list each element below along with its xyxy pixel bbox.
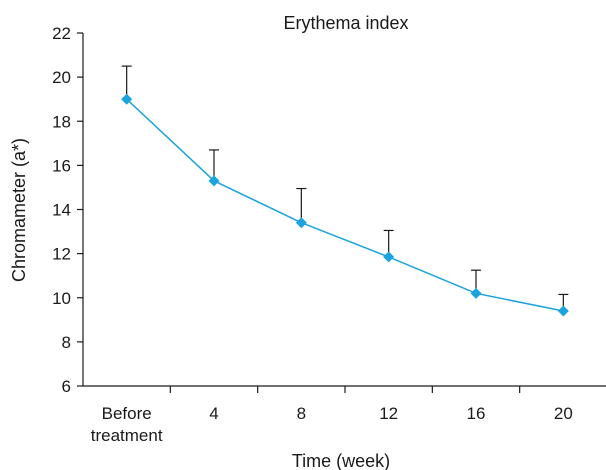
y-axis-title: Chromameter (a*) xyxy=(9,138,29,282)
x-tick-label: 8 xyxy=(297,404,306,423)
y-tick-label: 22 xyxy=(52,24,71,43)
data-point-marker xyxy=(557,305,569,317)
x-axis-title: Time (week) xyxy=(292,451,390,470)
x-tick-label: Before treatment xyxy=(91,404,163,445)
error-bars xyxy=(121,65,569,311)
axes xyxy=(82,33,606,387)
y-tick-label: 6 xyxy=(62,377,71,396)
x-tick-label: 4 xyxy=(209,404,218,423)
data-point-marker xyxy=(383,251,395,263)
x-tick-label: 16 xyxy=(467,404,486,423)
x-axis-ticks: Before treatment 4 8 12 16 20 xyxy=(91,386,573,445)
series-line xyxy=(126,98,564,312)
y-tick-label: 20 xyxy=(52,68,71,87)
y-axis-ticks: 6 8 10 12 14 16 18 20 22 xyxy=(52,24,83,396)
data-point-marker xyxy=(208,175,220,187)
y-tick-label: 10 xyxy=(52,289,71,308)
chart-title: Erythema index xyxy=(283,13,408,33)
y-tick-label: 16 xyxy=(52,156,71,175)
data-point-marker xyxy=(121,93,133,105)
data-point-marker xyxy=(470,287,482,299)
y-tick-label: 8 xyxy=(62,333,71,352)
y-tick-label: 18 xyxy=(52,112,71,131)
x-tick-label: 20 xyxy=(554,404,573,423)
y-tick-label: 14 xyxy=(52,201,71,220)
series-group xyxy=(121,93,569,317)
x-tick-label: 12 xyxy=(379,404,398,423)
y-tick-label: 12 xyxy=(52,245,71,264)
data-point-marker xyxy=(295,217,307,229)
